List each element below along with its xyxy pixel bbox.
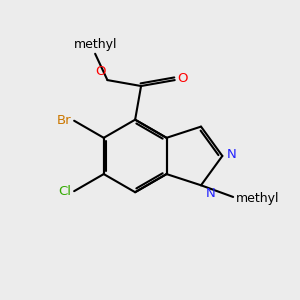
Text: O: O	[95, 65, 106, 78]
Text: N: N	[206, 187, 215, 200]
Text: methyl: methyl	[236, 192, 280, 205]
Text: Cl: Cl	[58, 185, 71, 198]
Text: N: N	[227, 148, 237, 161]
Text: O: O	[177, 72, 188, 85]
Text: methyl: methyl	[74, 38, 117, 51]
Text: Br: Br	[56, 114, 71, 127]
